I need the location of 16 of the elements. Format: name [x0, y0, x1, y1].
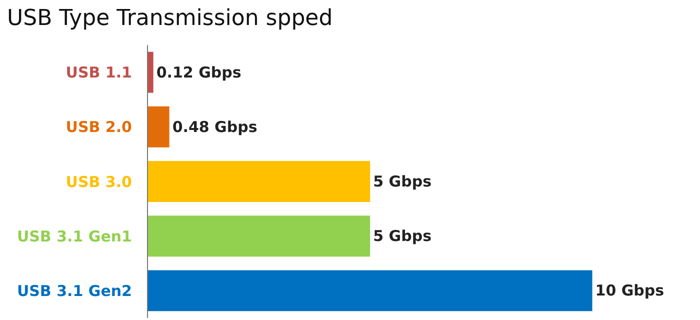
y-tick-label: USB 1.1 [66, 64, 132, 82]
data-label: 10 Gbps [595, 282, 664, 300]
bar [148, 161, 370, 202]
chart-title: USB Type Transmission spped [7, 6, 333, 31]
bar [148, 106, 170, 148]
data-label: 5 Gbps [373, 172, 432, 191]
data-label: 0.48 Gbps [172, 118, 258, 136]
y-tick-label: USB 2.0 [66, 118, 132, 136]
data-label: 0.12 Gbps [156, 63, 242, 82]
data-label: 5 Gbps [373, 227, 432, 246]
y-tick-label: USB 3.1 Gen2 [16, 282, 132, 300]
y-tick-label: USB 3.0 [66, 172, 132, 191]
bar [148, 216, 370, 257]
bar [148, 270, 592, 312]
y-tick-label: USB 3.1 Gen1 [16, 227, 132, 246]
bar [148, 52, 154, 93]
